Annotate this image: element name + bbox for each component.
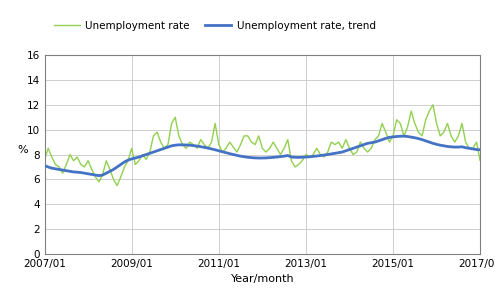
Y-axis label: %: % xyxy=(17,144,28,155)
Unemployment rate, trend xyxy=(42,164,48,168)
Unemployment rate, trend xyxy=(303,155,309,159)
Unemployment rate, trend xyxy=(241,155,247,159)
Unemployment rate xyxy=(488,138,494,141)
Unemployment rate xyxy=(42,158,48,161)
Unemployment rate xyxy=(241,134,247,138)
X-axis label: Year/month: Year/month xyxy=(231,274,294,284)
Legend: Unemployment rate, Unemployment rate, trend: Unemployment rate, Unemployment rate, tr… xyxy=(50,17,380,35)
Unemployment rate xyxy=(430,103,436,107)
Unemployment rate xyxy=(303,153,309,156)
Unemployment rate xyxy=(114,184,120,188)
Unemployment rate xyxy=(176,134,182,138)
Unemployment rate, trend xyxy=(488,148,494,151)
Unemployment rate, trend xyxy=(45,165,51,169)
Unemployment rate xyxy=(45,147,51,150)
Unemployment rate xyxy=(129,147,135,150)
Line: Unemployment rate: Unemployment rate xyxy=(45,105,491,186)
Unemployment rate, trend xyxy=(71,170,77,174)
Unemployment rate, trend xyxy=(401,134,407,138)
Unemployment rate, trend xyxy=(129,157,135,161)
Unemployment rate, trend xyxy=(176,143,182,147)
Unemployment rate xyxy=(71,159,77,162)
Line: Unemployment rate, trend: Unemployment rate, trend xyxy=(45,136,491,176)
Unemployment rate, trend xyxy=(96,174,102,177)
